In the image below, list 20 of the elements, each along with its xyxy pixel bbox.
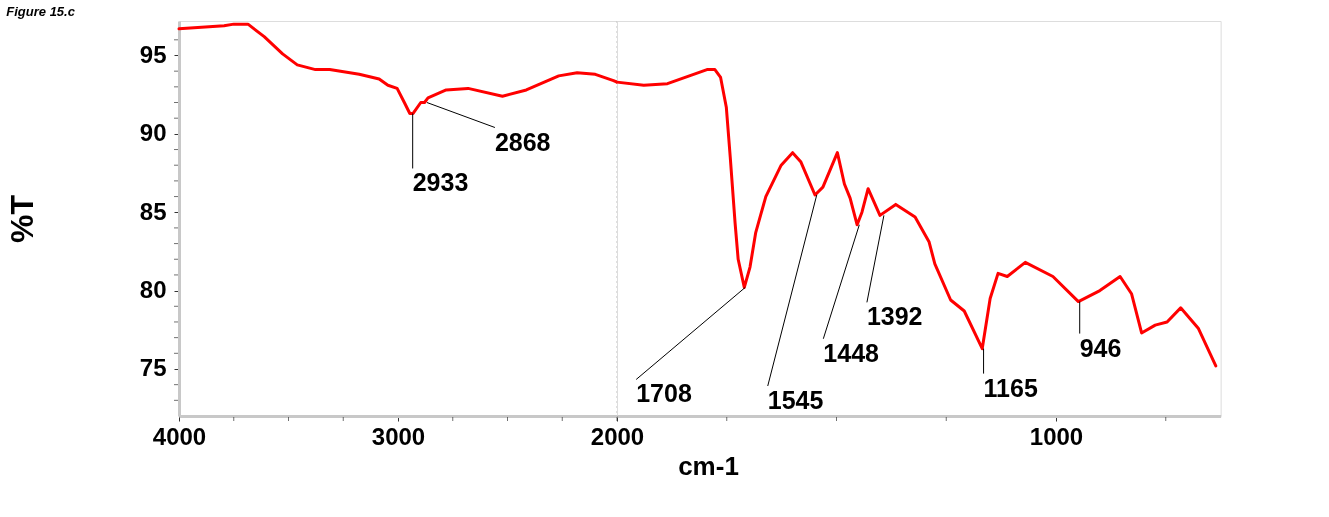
annotation: 2868: [494, 127, 551, 156]
y-tick-label: 85: [139, 197, 167, 225]
y-axis-title: %T: [3, 194, 40, 243]
y-tick-label: 80: [139, 276, 167, 304]
y-tick-label: 90: [139, 119, 167, 147]
y-tick-label: 95: [139, 40, 167, 68]
x-tick-label: 4000: [152, 422, 207, 450]
annotation: 2933: [412, 168, 469, 197]
annotation: 1165: [983, 373, 1038, 402]
x-tick-label: 2000: [590, 422, 645, 450]
x-tick-label: 3000: [371, 422, 426, 450]
y-tick-label: 75: [139, 354, 167, 382]
x-tick-label: 1000: [1029, 422, 1084, 450]
annotation: 1708: [636, 379, 692, 408]
annotation: 1545: [767, 385, 824, 414]
annotation: 1448: [823, 338, 880, 367]
x-axis-title: cm-1: [678, 450, 739, 481]
annotation: 946: [1079, 333, 1122, 362]
annotation: 1392: [866, 302, 923, 331]
text: Figure 15.c: [6, 3, 76, 19]
